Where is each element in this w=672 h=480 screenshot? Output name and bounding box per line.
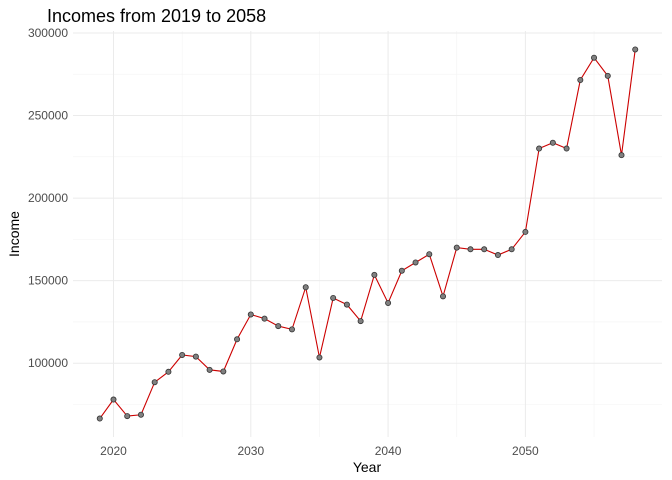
y-tick-label: 300000 [28, 26, 68, 40]
data-point [316, 354, 323, 361]
data-point [508, 246, 515, 253]
x-tick-label: 2030 [237, 444, 264, 458]
income-line [99, 49, 636, 419]
data-point [330, 294, 337, 301]
data-point [481, 246, 488, 253]
data-point [357, 318, 364, 325]
x-tick-label: 2040 [375, 444, 402, 458]
data-point [440, 293, 447, 300]
x-axis-ticks: 2020 2030 2040 2050 [100, 444, 539, 458]
data-point [137, 411, 144, 418]
data-point [426, 251, 433, 258]
data-point [522, 228, 529, 235]
data-point [343, 301, 350, 308]
data-point [192, 353, 199, 360]
data-point [234, 336, 241, 343]
data-point [275, 323, 282, 330]
data-point [220, 368, 227, 375]
data-point [288, 326, 295, 333]
y-tick-label: 100000 [28, 356, 68, 370]
y-axis-title: Income [6, 211, 22, 257]
data-point [96, 415, 103, 422]
x-axis-title: Year [353, 459, 382, 475]
data-point [577, 77, 584, 84]
data-point [302, 284, 309, 291]
data-point [618, 152, 625, 159]
series-line [99, 49, 636, 419]
data-point [247, 311, 254, 318]
data-point [165, 368, 172, 375]
y-axis-ticks: 100000 150000 200000 250000 300000 [28, 26, 68, 370]
data-point [412, 259, 419, 266]
series-points [96, 46, 639, 422]
data-point [385, 299, 392, 306]
data-point [632, 46, 639, 53]
data-point [398, 267, 405, 274]
x-tick-label: 2050 [512, 444, 539, 458]
data-point [549, 139, 556, 146]
data-point [563, 145, 570, 152]
data-point [371, 271, 378, 278]
data-point [261, 315, 268, 322]
data-point [467, 246, 474, 253]
data-point [591, 54, 598, 61]
data-point [604, 72, 611, 79]
data-point [453, 244, 460, 251]
data-point [151, 379, 158, 386]
y-tick-label: 150000 [28, 274, 68, 288]
data-point [536, 145, 543, 152]
y-tick-label: 200000 [28, 191, 68, 205]
data-point [179, 351, 186, 358]
data-point [124, 413, 131, 420]
y-tick-label: 250000 [28, 109, 68, 123]
data-point [110, 396, 117, 403]
chart-title: Incomes from 2019 to 2058 [47, 6, 266, 26]
x-tick-label: 2020 [100, 444, 127, 458]
data-point [494, 252, 501, 259]
data-point [206, 366, 213, 373]
